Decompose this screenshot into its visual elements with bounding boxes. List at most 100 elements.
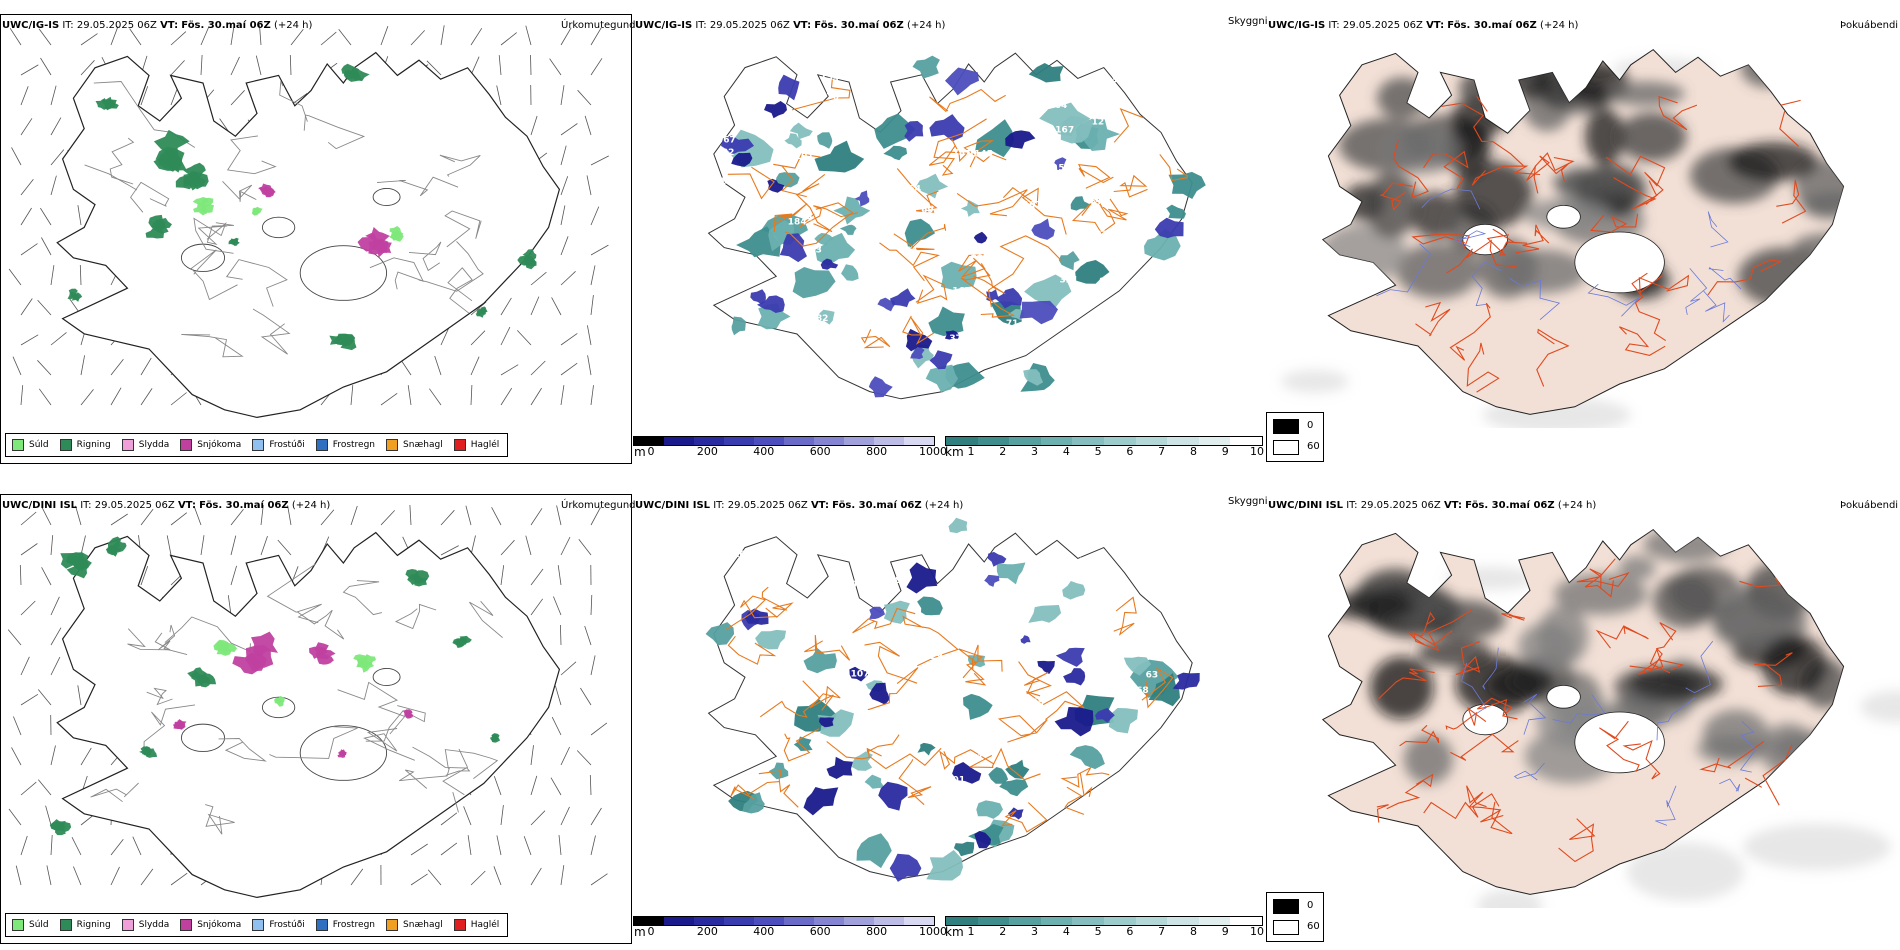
colorbar-segment (874, 917, 904, 925)
wind-barb (79, 264, 82, 286)
wind-barb (500, 32, 517, 46)
precip-cell (172, 720, 185, 730)
wind-barb (470, 535, 476, 556)
cloud-base-cell (952, 762, 982, 784)
visibility-cell (784, 133, 802, 149)
wind-barb (530, 360, 546, 376)
iceland-coastline (707, 532, 1193, 880)
road-line (181, 333, 244, 358)
road-line (1471, 165, 1541, 186)
cloud-base-cell (764, 101, 787, 119)
wind-barb (7, 629, 22, 646)
visibility-cell (731, 316, 746, 336)
cloud-base-value: 69 (921, 205, 934, 215)
wind-barb (320, 31, 337, 46)
precip-cell (455, 636, 468, 647)
road-line (773, 203, 808, 233)
wind-barb (590, 835, 596, 856)
colorbar-tick: 9 (1221, 925, 1229, 938)
cloud-base-cell (904, 121, 924, 142)
road-line (146, 687, 173, 706)
colorbar-segment (694, 437, 724, 445)
fog-indicator-cell (1496, 249, 1588, 294)
road-line (1423, 793, 1500, 820)
cloud-base-colorbar-2: m 0 200 400 600 800 1000 (633, 916, 947, 944)
fog-indicator-cell (1364, 171, 1419, 238)
road-line (1533, 152, 1575, 194)
visibility-cell (988, 767, 1009, 784)
wind-barb (20, 835, 28, 856)
cloud-base-cell (1054, 157, 1067, 170)
visibility-cell (904, 218, 936, 249)
road-line (798, 205, 858, 228)
road-line (1762, 744, 1793, 806)
precip-legend-item: Frostúði (252, 919, 305, 931)
colorbar-tick: 10 (1250, 925, 1264, 938)
precip-legend-item: Súld (12, 439, 49, 451)
road-line (1631, 272, 1667, 342)
wind-barb (37, 779, 52, 796)
visibility-colorbar-1: km 1 2 3 4 5 6 7 8 9 10 (945, 436, 1265, 464)
wind-barb (80, 389, 94, 406)
wind-barb (230, 56, 240, 76)
precip-legend-item: Súld (12, 919, 49, 931)
road-line (296, 609, 345, 640)
cloud-base-cell (929, 114, 965, 142)
cloud-base-cell (750, 289, 766, 305)
wind-barb (586, 175, 592, 196)
wind-barb (140, 508, 154, 526)
cloud-base-cell (973, 231, 988, 244)
cloud-base-areas (741, 551, 1200, 882)
colorbar-tick: 1000 (919, 445, 947, 458)
precip-legend-swatch (315, 439, 328, 451)
wind-barb (530, 598, 544, 616)
cloud-base-value: 107 (1023, 200, 1042, 210)
cloud-base-value: 109 (733, 550, 752, 560)
colorbar-segment (784, 917, 814, 925)
river-line (1509, 278, 1561, 321)
precip-legend-item: Frostregn (315, 439, 375, 451)
wind-barb (230, 509, 244, 526)
river-line (1482, 647, 1499, 690)
cloud-base-value: 100 (1089, 194, 1108, 204)
visibility-unit-2: km (945, 925, 964, 939)
precip-cell (245, 645, 274, 668)
wind-barb (80, 60, 95, 76)
cloud-base-cell (779, 233, 807, 263)
wind-barb (555, 685, 562, 706)
wind-barb (289, 54, 292, 76)
panel-title-fog-1: UWC/IG-IS IT: 29.05.2025 06Z VT: Fös. 30… (1268, 20, 1579, 31)
colorbar-tick: 400 (753, 925, 775, 938)
precip-cell (275, 697, 283, 704)
road-line (902, 315, 935, 345)
wind-barb (73, 866, 82, 886)
wind-barb (20, 118, 33, 136)
colorbar-segment (1198, 437, 1231, 445)
road-line (1638, 648, 1685, 675)
cloud-base-cell (1095, 707, 1115, 723)
wind-barb (530, 115, 538, 136)
cloud-base-value: 71 (1080, 557, 1093, 567)
cloud-base-value: 63 (809, 245, 822, 255)
cloud-base-value: 101 (795, 152, 814, 162)
wind-barb (20, 334, 39, 346)
cloud-base-value: 104 (1062, 599, 1081, 609)
road-line (730, 781, 780, 800)
colorbar-tick: 7 (1158, 925, 1166, 938)
visibility-cell (999, 779, 1029, 797)
road-line (1412, 609, 1473, 652)
colorbar-tick: 1 (967, 445, 975, 458)
wind-barb (71, 837, 82, 856)
wind-barb (496, 835, 502, 856)
precip-legend-swatch (386, 439, 399, 451)
wind-barb (230, 90, 245, 106)
wind-barb (110, 26, 119, 46)
wind-barb (132, 836, 142, 856)
colorbar-tick: 4 (1062, 445, 1070, 458)
cloud-base-cell (778, 74, 800, 101)
panel-title-fog-2: UWC/DINI ISL IT: 29.05.2025 06Z VT: Fös.… (1268, 500, 1597, 511)
cloud-base-value: 107 (845, 580, 864, 590)
road-line (784, 202, 854, 247)
visibility-cell (1108, 708, 1138, 734)
visibility-cell (976, 800, 1003, 819)
